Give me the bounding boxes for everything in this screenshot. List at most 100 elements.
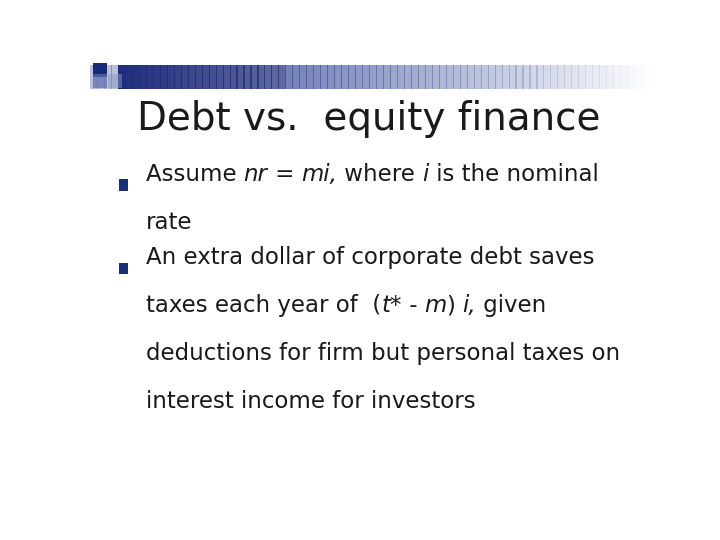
Text: given: given [477, 294, 546, 317]
Bar [369, 65, 377, 89]
Bar [320, 65, 328, 89]
Bar [523, 65, 531, 89]
Bar [125, 65, 133, 89]
Bar [271, 65, 279, 89]
Bar [446, 65, 454, 89]
Text: =: = [268, 163, 301, 186]
Bar [108, 74, 122, 88]
Bar [397, 65, 405, 89]
Bar [481, 65, 489, 89]
Text: -: - [402, 294, 424, 317]
Bar [118, 65, 126, 89]
Bar [593, 65, 600, 89]
Bar [93, 74, 107, 88]
Bar [181, 65, 189, 89]
Text: nr: nr [243, 163, 268, 186]
Bar [376, 65, 384, 89]
Bar [341, 65, 349, 89]
Bar [93, 63, 107, 77]
Bar [411, 65, 419, 89]
Bar [550, 65, 559, 89]
Text: i,: i, [463, 294, 477, 317]
Bar [153, 65, 161, 89]
Text: t*: t* [381, 294, 402, 317]
Bar [300, 65, 307, 89]
Bar [529, 65, 538, 89]
Bar [599, 65, 607, 89]
Text: interest income for investors: interest income for investors [145, 390, 475, 413]
Bar [474, 65, 482, 89]
Bar [620, 65, 628, 89]
Text: m: m [424, 294, 446, 317]
Bar [606, 65, 614, 89]
Bar [634, 65, 642, 89]
Bar [432, 65, 440, 89]
Bar [536, 65, 544, 89]
Bar [285, 65, 293, 89]
Bar [97, 65, 105, 89]
Bar [160, 65, 168, 89]
Bar [119, 179, 128, 191]
Bar [425, 65, 433, 89]
Bar [502, 65, 510, 89]
Bar [209, 65, 217, 89]
Text: Debt vs.  equity finance: Debt vs. equity finance [138, 100, 600, 138]
Bar [194, 65, 203, 89]
Bar [487, 65, 495, 89]
Bar [613, 65, 621, 89]
Bar [264, 65, 272, 89]
Text: rate: rate [145, 211, 192, 234]
Bar [557, 65, 565, 89]
Bar [404, 65, 412, 89]
Bar [145, 65, 154, 89]
Bar [279, 65, 287, 89]
Bar [544, 65, 552, 89]
Text: deductions for firm but personal taxes on: deductions for firm but personal taxes o… [145, 342, 620, 365]
Bar [641, 65, 649, 89]
Bar [111, 65, 119, 89]
Bar [627, 65, 635, 89]
Bar [215, 65, 224, 89]
Bar [585, 65, 593, 89]
Bar [453, 65, 461, 89]
Bar [467, 65, 474, 89]
Bar [174, 65, 181, 89]
Bar [355, 65, 363, 89]
Text: mi,: mi, [301, 163, 337, 186]
Text: ): ) [446, 294, 463, 317]
Bar [362, 65, 370, 89]
Bar [132, 65, 140, 89]
Text: taxes each year of  (: taxes each year of ( [145, 294, 381, 317]
Text: is the nominal: is the nominal [428, 163, 598, 186]
Bar [251, 65, 258, 89]
Bar [90, 65, 98, 89]
Bar [236, 65, 245, 89]
Bar [313, 65, 321, 89]
Bar [571, 65, 580, 89]
Bar [167, 65, 175, 89]
Bar [188, 65, 196, 89]
Bar [222, 65, 230, 89]
Bar [516, 65, 523, 89]
Bar [508, 65, 516, 89]
Text: An extra dollar of corporate debt saves: An extra dollar of corporate debt saves [145, 246, 594, 269]
Bar [243, 65, 251, 89]
Bar [564, 65, 572, 89]
Text: Assume: Assume [145, 163, 243, 186]
Bar [104, 65, 112, 89]
Bar [334, 65, 342, 89]
Text: where: where [337, 163, 422, 186]
Bar [306, 65, 315, 89]
Bar [578, 65, 586, 89]
Bar [327, 65, 336, 89]
Bar [119, 262, 128, 274]
Bar [383, 65, 391, 89]
Bar [390, 65, 398, 89]
Bar [348, 65, 356, 89]
Bar [459, 65, 468, 89]
Bar [258, 65, 266, 89]
Bar [139, 65, 147, 89]
Bar [418, 65, 426, 89]
Bar [438, 65, 447, 89]
Bar [495, 65, 503, 89]
